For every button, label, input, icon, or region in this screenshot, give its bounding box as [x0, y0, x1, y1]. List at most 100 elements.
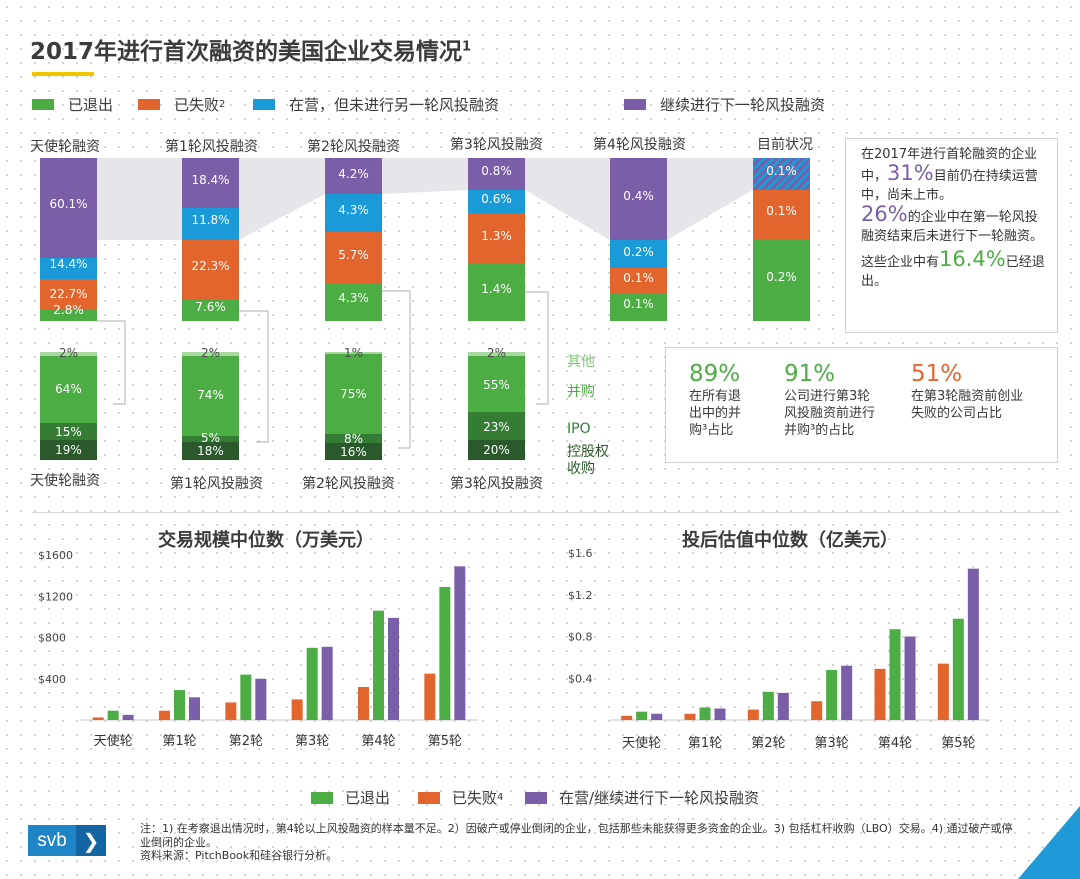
- exit-value-label: 64%: [55, 382, 82, 396]
- section-divider: [32, 512, 1060, 513]
- summary-paragraph-2: 26%的企业中在第一轮风投融资结束后未进行下一轮融资。: [861, 202, 1044, 245]
- bar-exited: [889, 629, 901, 720]
- bar-continued: [714, 708, 726, 720]
- funnel-diagram: 60.1% 14.4% 22.7% 2.8% 18.4% 11.8% 22.3% 7.6% 4.…: [40, 158, 810, 460]
- bar-exited: [174, 690, 185, 720]
- x-tick-label: 天使轮: [94, 733, 133, 749]
- bar-failed: [937, 663, 949, 720]
- funnel-value-label: 0.4%: [623, 189, 654, 203]
- exit-legend-ma: 并购: [567, 384, 595, 400]
- funnel-segment-exited: [610, 294, 667, 321]
- bar-failed: [358, 687, 369, 720]
- chart-title-valuation: 投后估值中位数（亿美元）: [682, 530, 898, 551]
- funnel-segment-failed: [40, 279, 97, 309]
- funnel-stage-label: 天使轮融资: [30, 139, 100, 155]
- exit-segment-buyout: [468, 440, 525, 460]
- summary-paragraph-1: 在2017年进行首轮融资的企业中，31%目前仍在持续运营中，尚未上市。: [861, 147, 1038, 203]
- title-underline: [32, 72, 94, 76]
- funnel-connector: [667, 158, 753, 240]
- funnel-value-label: 0.2%: [766, 270, 797, 284]
- legend-exited: 已退出: [32, 94, 113, 115]
- legend-swatch: [525, 791, 547, 804]
- funnel-value-label: 4.3%: [338, 291, 369, 305]
- page-title: 2017年进行首次融资的美国企业交易情况1: [30, 39, 472, 65]
- funnel-value-label: 4.3%: [338, 203, 369, 217]
- exit-segment-ipo: [40, 423, 97, 440]
- bottom-legend-continued: 在营/继续进行下一轮风投融资: [525, 787, 759, 808]
- funnel-connector: [239, 158, 325, 240]
- funnel-value-label: 2.8%: [53, 303, 84, 317]
- chart-title-deal-size: 交易规模中位数（万美元）: [158, 530, 374, 551]
- bar-continued: [122, 714, 134, 720]
- bar-exited: [240, 674, 252, 720]
- exit-value-label: 74%: [197, 388, 224, 402]
- funnel-value-label: 18.4%: [191, 173, 229, 187]
- funnel-segment-exited: [40, 309, 97, 321]
- corner-decoration: [1018, 806, 1080, 879]
- bar-exited: [952, 618, 964, 720]
- funnel-segment-operating: [610, 240, 667, 268]
- exit-segment-ma: [468, 356, 525, 412]
- x-tick-label: 第3轮: [295, 734, 329, 749]
- chevron-right-icon: ❯: [76, 825, 106, 856]
- y-tick-label: $400: [38, 673, 66, 686]
- funnel-value-label: 11.8%: [191, 213, 229, 227]
- exit-segment-ipo: [325, 434, 382, 443]
- funnel-value-label: 60.1%: [49, 197, 87, 211]
- funnel-stage-label: 第3轮风投融资: [450, 137, 543, 153]
- exit-value-label: 20%: [483, 443, 510, 457]
- funnel-segment-operating: [468, 190, 525, 213]
- funnel-segment-continued: [325, 158, 382, 194]
- legend-swatch: [32, 99, 54, 110]
- bar-continued: [651, 713, 663, 720]
- exit-value-label: 18%: [197, 444, 224, 458]
- exit-segment-other: [325, 352, 382, 354]
- funnel-segment-continued: [753, 158, 810, 190]
- funnel-segment-exited: [182, 299, 239, 321]
- bar-failed: [621, 715, 633, 720]
- exit-legend-ipo: IPO: [567, 421, 591, 437]
- y-tick-label: $1.6: [568, 547, 593, 560]
- bar-continued: [777, 692, 789, 720]
- bar-failed: [874, 668, 886, 720]
- bar-exited: [762, 691, 774, 720]
- funnel-segment-operating: [182, 208, 239, 240]
- funnel-segment-failed: [182, 240, 239, 299]
- funnel-value-label: 1.3%: [481, 229, 512, 243]
- exit-value-label: 2%: [201, 346, 220, 360]
- stat-ma-before-round3: 91% 公司进行第3轮 风投融资前进行 并购³的占比: [784, 361, 876, 438]
- bracket-line: [239, 310, 269, 443]
- funnel-value-label: 0.1%: [623, 271, 654, 285]
- funnel-stage-label: 第4轮风投融资: [593, 137, 686, 153]
- legend-swatch: [253, 99, 275, 110]
- exit-stage-label: 第3轮风投融资: [450, 476, 543, 492]
- funnel-value-label: 0.8%: [481, 164, 512, 178]
- bar-failed: [424, 673, 436, 720]
- exit-value-label: 55%: [483, 378, 510, 392]
- footnote-line: 注：1) 在考察退出情况时，第4轮以上风投融资的样本量不足。2）因破产或停业倒闭…: [140, 822, 1013, 849]
- exit-segment-other: [468, 352, 525, 356]
- funnel-value-label: 14.4%: [49, 257, 87, 271]
- x-tick-label: 第3轮: [815, 736, 849, 751]
- y-tick-label: $1600: [38, 549, 73, 562]
- bar-continued: [841, 665, 853, 720]
- funnel-value-label: 0.6%: [481, 192, 512, 206]
- funnel-connector: [97, 158, 182, 240]
- exit-value-label: 2%: [59, 346, 78, 360]
- exit-value-label: 15%: [55, 425, 82, 439]
- exit-segment-ipo: [468, 412, 525, 440]
- exit-value-label: 5%: [201, 431, 220, 445]
- funnel-segment-operating: [40, 258, 97, 279]
- x-tick-label: 第4轮: [878, 736, 912, 751]
- bracket-line: [525, 291, 549, 405]
- exit-value-label: 75%: [340, 387, 367, 401]
- y-tick-label: $1200: [38, 590, 73, 603]
- y-tick-label: $0.4: [568, 672, 593, 685]
- bar-continued: [904, 636, 916, 720]
- bracket-line: [97, 320, 126, 405]
- exit-legend-other: 其他: [567, 354, 595, 370]
- funnel-value-label: 0.1%: [766, 204, 797, 218]
- bar-exited: [306, 647, 318, 720]
- svb-logo[interactable]: svb ❯: [28, 825, 106, 856]
- exit-value-label: 1%: [344, 346, 363, 360]
